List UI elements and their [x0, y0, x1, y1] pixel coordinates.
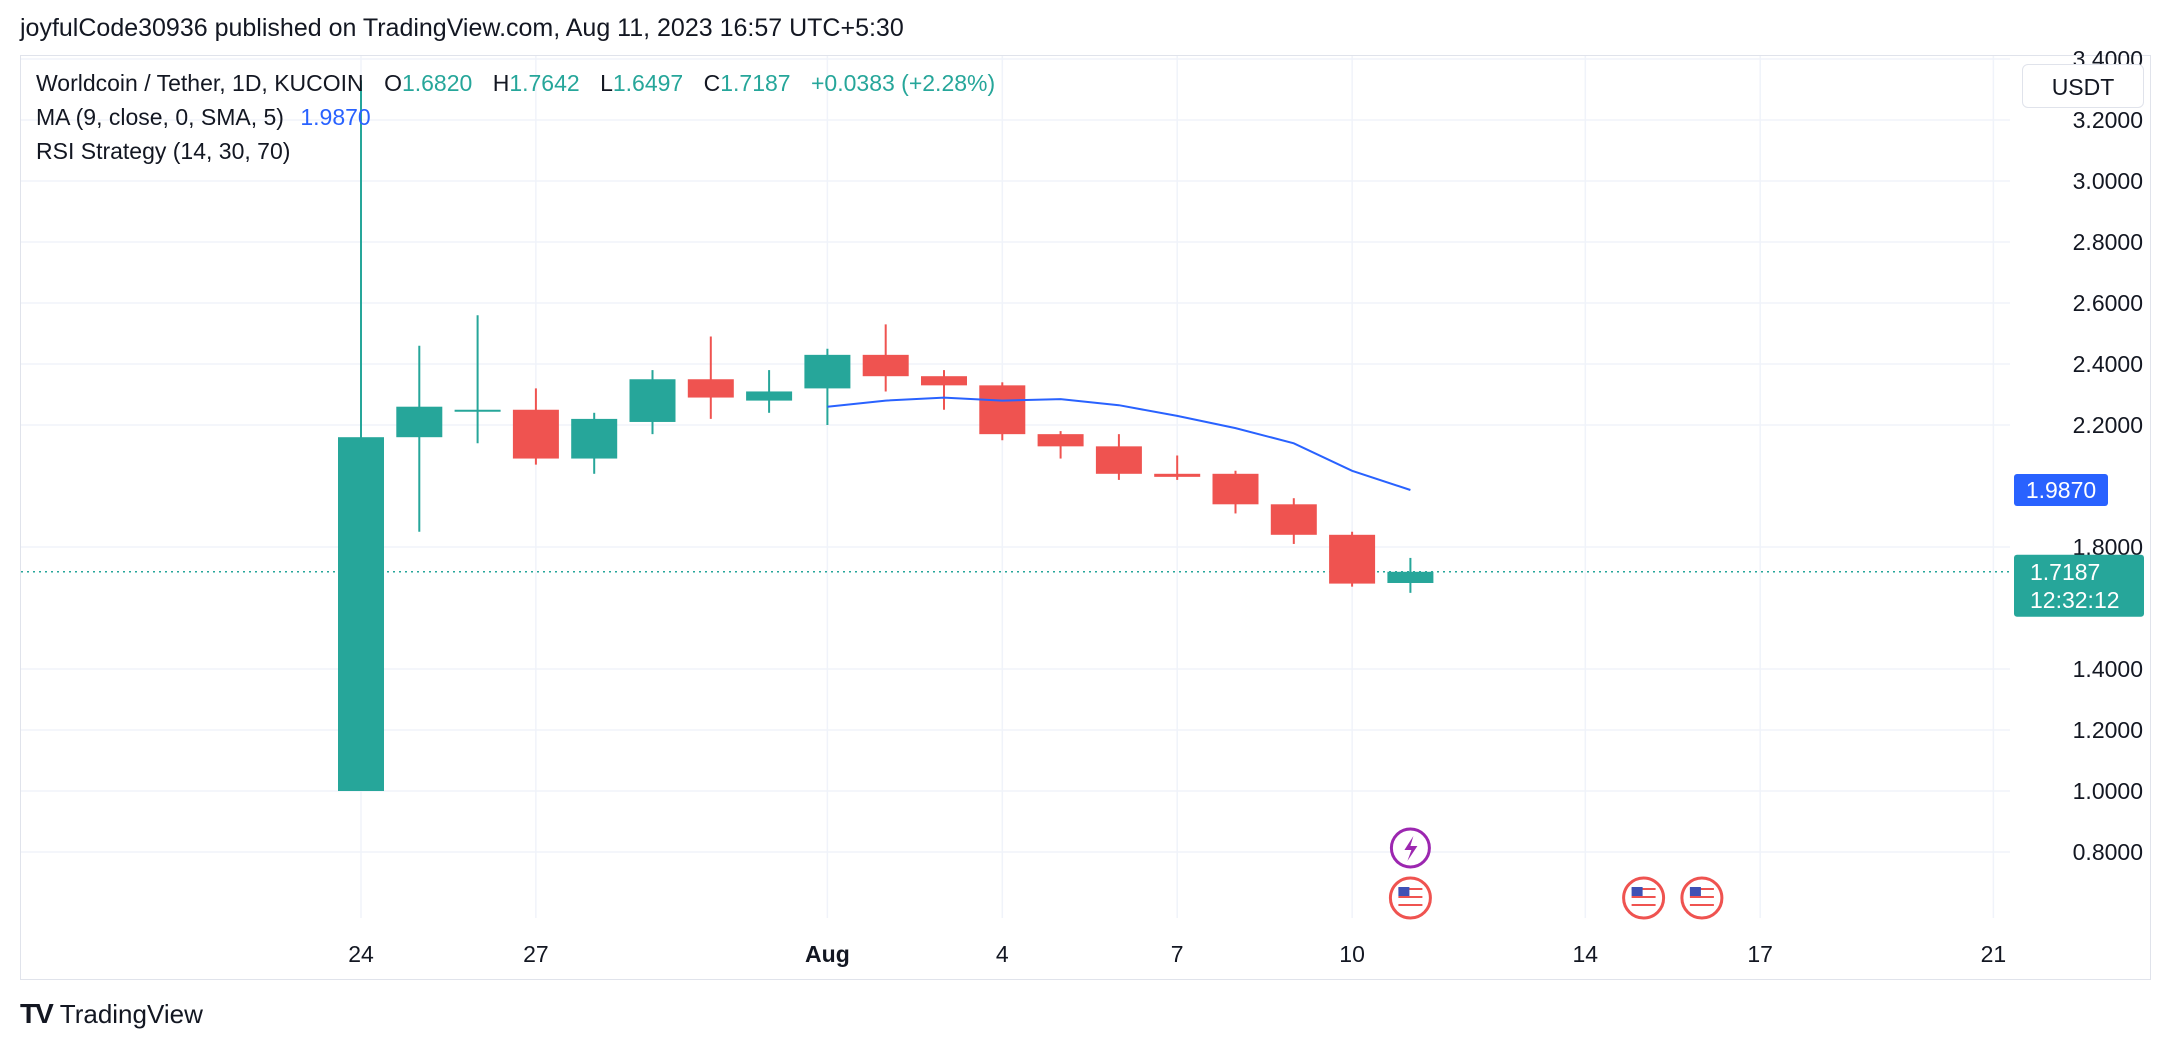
- candle-body: [396, 406, 443, 438]
- candle: [1212, 470, 1259, 514]
- candle: [862, 324, 909, 392]
- candle: [746, 370, 793, 413]
- legend-close-key: C: [703, 70, 721, 96]
- legend-open: 1.6820: [401, 70, 473, 96]
- candle: [338, 80, 384, 791]
- countdown-label: 12:32:12: [2030, 587, 2120, 613]
- y-tick-label: 2.2000: [2073, 412, 2143, 438]
- candle-body: [746, 391, 793, 401]
- us-flag-icon: [1622, 876, 1666, 920]
- candle-body: [1037, 434, 1084, 447]
- ma-price-tag: [2014, 473, 2108, 506]
- candle: [1329, 531, 1376, 587]
- candle: [687, 336, 734, 419]
- candle-body: [512, 409, 559, 459]
- candle-body: [1329, 534, 1376, 584]
- candle-body: [1095, 446, 1142, 474]
- candle-body: [921, 376, 967, 386]
- publish-info: joyfulCode30936 published on TradingView…: [20, 14, 904, 42]
- candle-body: [862, 354, 909, 377]
- legend-change: +0.0383 (+2.28%): [811, 70, 996, 96]
- x-tick-label: 27: [523, 941, 549, 967]
- legend-symbol-row: Worldcoin / Tether, 1D, KUCOIN O1.6820 H…: [36, 70, 995, 97]
- chart-grid: [21, 56, 2010, 918]
- us-flag-icon: [1680, 876, 1724, 920]
- candle-body: [571, 418, 618, 459]
- candle: [979, 382, 1026, 441]
- candle: [921, 370, 967, 410]
- candle-body: [338, 437, 384, 791]
- last-price-tag-label: 1.7187: [2030, 559, 2100, 585]
- candle-body: [1270, 504, 1317, 535]
- candle: [629, 370, 676, 435]
- x-tick-label: 7: [1171, 941, 1184, 967]
- x-tick-label: 24: [348, 941, 374, 967]
- ma-line: [827, 396, 1411, 491]
- y-tick-label: 2.6000: [2073, 290, 2143, 316]
- x-tick-label: 21: [1981, 941, 2007, 967]
- candle-body: [979, 385, 1026, 435]
- event-markers: [1388, 827, 1724, 920]
- legend-rsi-row[interactable]: RSI Strategy (14, 30, 70): [36, 138, 290, 165]
- y-tick-label: 2.8000: [2073, 229, 2143, 255]
- candle: [1037, 431, 1084, 459]
- x-tick-label: 17: [1747, 941, 1773, 967]
- legend-low-key: L: [600, 70, 613, 96]
- candle-body: [454, 409, 501, 412]
- brand-name: TradingView: [59, 998, 203, 1029]
- legend-high-key: H: [492, 70, 510, 96]
- y-tick-label: 2.4000: [2073, 351, 2143, 377]
- y-tick-label: 3.2000: [2073, 107, 2143, 133]
- y-tick-label: 1.4000: [2073, 656, 2143, 682]
- legend-close: 1.7187: [720, 70, 791, 96]
- candles: [338, 80, 1434, 791]
- brand[interactable]: TV TradingView: [20, 998, 203, 1030]
- ma-price-tag-label: 1.9870: [2026, 477, 2096, 503]
- candle-body: [1387, 571, 1434, 583]
- legend-open-key: O: [384, 70, 402, 96]
- currency-button[interactable]: USDT: [2022, 64, 2144, 108]
- legend-high: 1.7642: [509, 70, 580, 96]
- last-price-tag: [2014, 554, 2144, 617]
- candle-body: [804, 354, 851, 389]
- candle-body: [1212, 473, 1259, 505]
- candle: [1095, 434, 1142, 480]
- candle: [804, 348, 851, 425]
- y-tick-label: 0.8000: [2073, 839, 2143, 865]
- candle: [512, 388, 559, 465]
- candle-body: [1154, 473, 1201, 477]
- tradingview-logo-icon: TV: [20, 998, 54, 1029]
- y-axis-ticks: 0.80001.00001.20001.40001.80002.20002.40…: [2073, 46, 2143, 865]
- candle: [1387, 557, 1434, 593]
- legend-ma-label: MA (9, close, 0, SMA, 5): [36, 104, 284, 130]
- candle: [571, 412, 618, 474]
- candle-body: [687, 379, 734, 398]
- y-tick-label: 1.0000: [2073, 778, 2143, 804]
- x-tick-label: Aug: [805, 941, 850, 967]
- candle: [1270, 498, 1317, 544]
- legend-rsi-label: RSI Strategy (14, 30, 70): [36, 138, 291, 164]
- x-tick-label: 14: [1573, 941, 1599, 967]
- legend-ma-value: 1.9870: [300, 104, 371, 130]
- candle-body: [629, 379, 676, 422]
- us-flag-icon: [1388, 876, 1432, 920]
- candle: [396, 345, 443, 532]
- candle: [454, 315, 501, 444]
- x-axis-ticks: 24 27 Aug 4 7 10 14 17 21: [348, 941, 2006, 967]
- legend-symbol: Worldcoin / Tether, 1D, KUCOIN: [36, 70, 364, 96]
- candle: [1154, 455, 1201, 480]
- lightning-icon: [1389, 827, 1431, 869]
- x-tick-label: 4: [996, 941, 1009, 967]
- y-tick-label: 3.0000: [2073, 168, 2143, 194]
- legend-low: 1.6497: [612, 70, 684, 96]
- chart-frame: [20, 55, 2151, 980]
- legend-ma-row[interactable]: MA (9, close, 0, SMA, 5) 1.9870: [36, 104, 371, 131]
- y-tick-label: 1.2000: [2073, 717, 2143, 743]
- x-tick-label: 10: [1339, 941, 1365, 967]
